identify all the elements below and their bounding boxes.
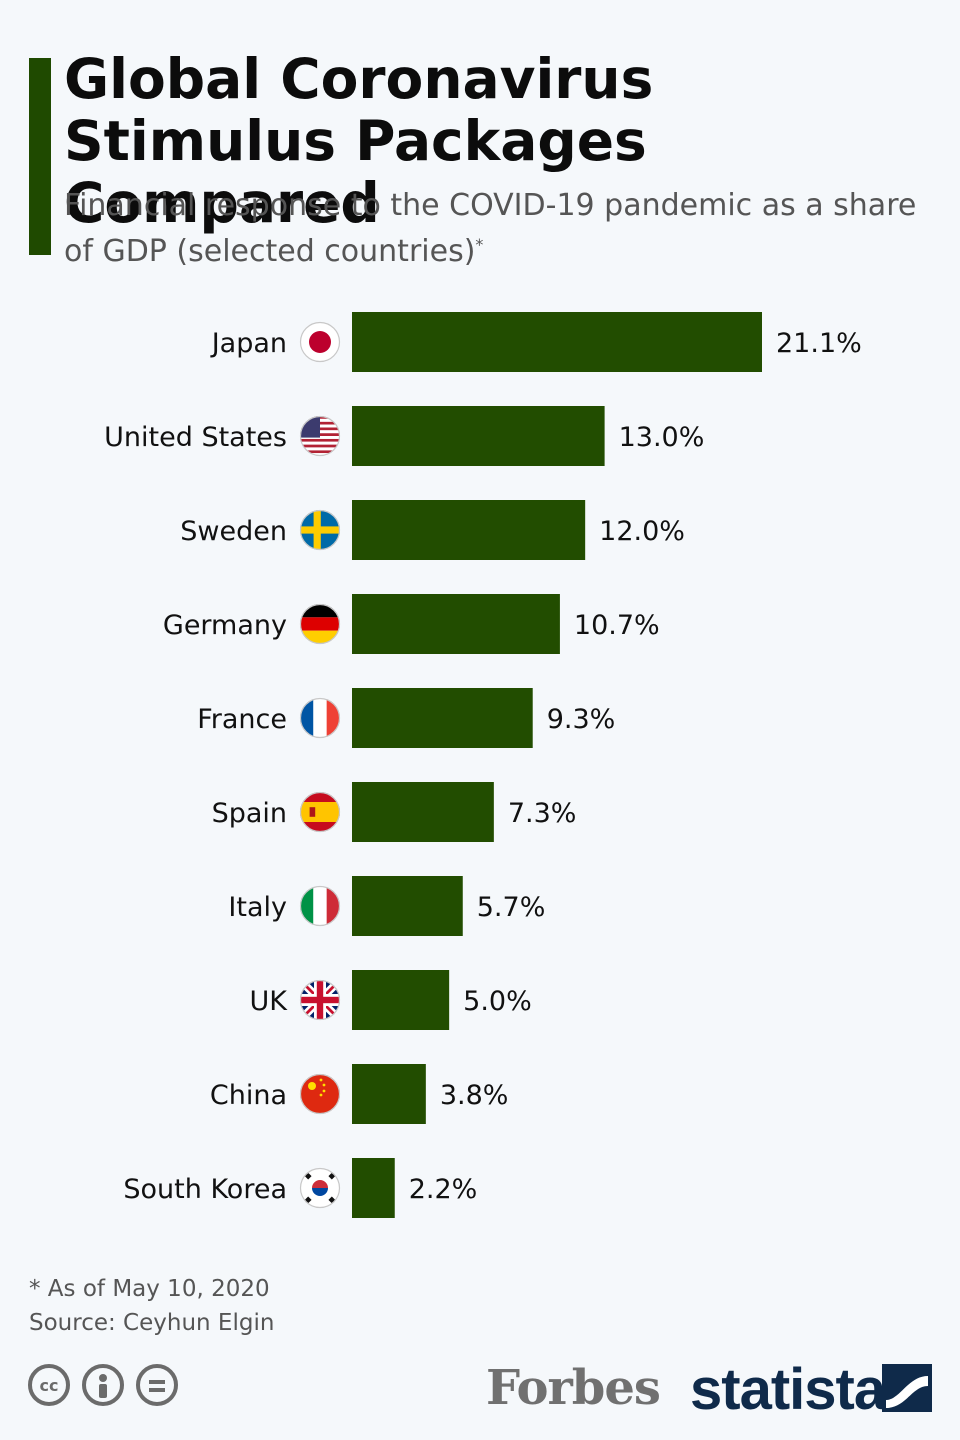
subtitle-marker: * (475, 235, 484, 254)
bar (352, 1064, 426, 1124)
bar (352, 594, 560, 654)
no-derivatives-icon (136, 1364, 178, 1406)
bar-row: France 9.3% (197, 688, 615, 748)
value-label: 12.0% (599, 516, 685, 547)
category-label: France (197, 704, 287, 735)
china-flag (299, 1073, 341, 1115)
category-label: Sweden (180, 516, 287, 547)
license-icons: cc (28, 1364, 178, 1406)
value-label: 13.0% (619, 422, 705, 453)
bar-row: Germany 10.7% (163, 594, 660, 654)
value-label: 21.1% (776, 328, 862, 359)
bar-row: Spain 7.3% (212, 782, 577, 842)
usa-flag (299, 415, 341, 457)
bar (352, 406, 605, 466)
uk-flag (299, 979, 341, 1021)
bar-row: UK 5.0% (250, 970, 532, 1030)
attribution-icon (82, 1364, 124, 1406)
value-label: 9.3% (547, 704, 616, 735)
statista-logo-icon (882, 1364, 932, 1412)
value-label: 5.7% (477, 892, 546, 923)
italy-flag (299, 885, 341, 927)
value-label: 2.2% (409, 1174, 478, 1205)
bar-row: Italy 5.7% (228, 876, 545, 936)
category-label: Germany (163, 610, 287, 641)
subtitle-text: Financial response to the COVID-19 pande… (64, 188, 917, 269)
sweden-flag (299, 509, 341, 551)
france-flag (299, 697, 341, 739)
chart-subtitle: Financial response to the COVID-19 pande… (64, 186, 924, 271)
category-label: Italy (228, 892, 287, 923)
spain-flag (299, 791, 341, 833)
footnote-note: * As of May 10, 2020 (29, 1276, 270, 1302)
category-label: Spain (212, 798, 287, 829)
germany-flag (299, 603, 341, 645)
bar (352, 876, 463, 936)
bar (352, 782, 494, 842)
chart-title: Global Coronavirus Stimulus Packages Com… (64, 47, 654, 235)
category-label: China (210, 1080, 287, 1111)
japan-flag (299, 321, 341, 363)
category-label: United States (104, 422, 287, 453)
bar-row: China 3.8% (210, 1064, 509, 1124)
category-label: South Korea (123, 1174, 287, 1205)
bar-row: Japan 21.1% (210, 312, 862, 372)
bar (352, 970, 450, 1030)
bar-row: United States 13.0% (104, 406, 704, 466)
cc-icon: cc (28, 1364, 70, 1406)
bar (352, 312, 762, 372)
category-label: UK (250, 986, 289, 1017)
footnote: * As of May 10, 2020 Source: Ceyhun Elgi… (29, 1272, 274, 1340)
value-label: 7.3% (508, 798, 577, 829)
accent-bar (29, 58, 51, 255)
bar (352, 500, 586, 560)
value-label: 3.8% (440, 1080, 509, 1111)
cc-icon-text: cc (39, 1375, 59, 1395)
bar-row: South Korea 2.2% (123, 1158, 477, 1218)
value-label: 10.7% (574, 610, 660, 641)
bar-chart: Japan 21.1% United States 13.0% Sweden 12.0% G… (104, 312, 862, 1218)
value-label: 5.0% (463, 986, 532, 1017)
forbes-logo: Forbes (486, 1360, 661, 1416)
bar (352, 688, 533, 748)
bar-row: Sweden 12.0% (180, 500, 685, 560)
source-line: Source: Ceyhun Elgin (29, 1310, 275, 1336)
statista-logo: statista (690, 1357, 886, 1422)
south-korea-flag (299, 1167, 341, 1209)
category-label: Japan (210, 328, 287, 359)
bar (352, 1158, 395, 1218)
